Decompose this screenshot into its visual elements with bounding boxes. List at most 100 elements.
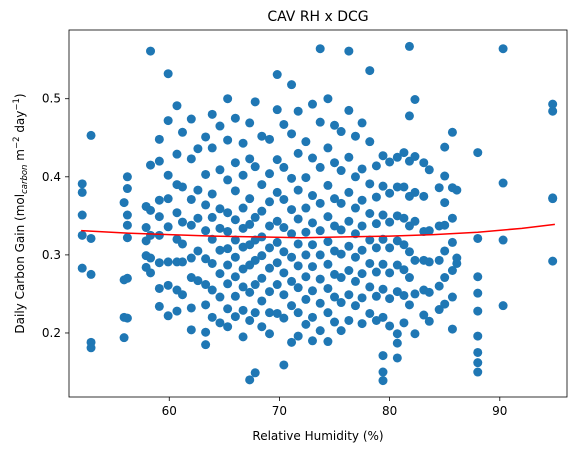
data-point	[177, 182, 187, 192]
data-point	[265, 221, 275, 231]
data-point	[385, 243, 395, 253]
data-point	[378, 181, 388, 191]
data-point	[357, 221, 367, 231]
data-point	[186, 325, 196, 335]
data-point	[344, 266, 354, 275]
x-tick-label: 90	[492, 404, 507, 418]
data-point	[207, 189, 217, 199]
data-point	[301, 173, 311, 183]
data-point	[77, 210, 87, 220]
data-point	[215, 223, 225, 233]
data-point	[215, 165, 225, 175]
data-point	[336, 225, 346, 235]
data-point	[215, 245, 225, 255]
data-point	[257, 273, 267, 283]
data-point	[365, 308, 375, 318]
data-point	[265, 134, 275, 144]
data-point	[163, 311, 173, 321]
y-tick-label: 0.2	[42, 326, 61, 340]
data-point	[215, 204, 225, 214]
data-point	[215, 121, 225, 131]
data-point	[357, 245, 367, 255]
data-point	[201, 254, 211, 264]
data-point	[447, 127, 457, 137]
data-point	[323, 259, 333, 269]
data-point	[122, 210, 132, 220]
data-point	[315, 162, 325, 172]
data-point	[230, 235, 240, 245]
data-point	[245, 375, 255, 385]
data-point	[378, 284, 388, 294]
data-point	[272, 105, 282, 115]
data-point	[201, 226, 211, 236]
data-point	[323, 180, 333, 190]
data-point	[307, 262, 317, 272]
plot-frame	[68, 29, 568, 398]
data-point	[440, 142, 450, 152]
data-point	[201, 169, 211, 179]
data-point	[287, 205, 297, 215]
data-point	[548, 106, 558, 116]
data-point	[301, 203, 311, 213]
data-point	[250, 280, 260, 290]
data-point	[250, 368, 260, 378]
data-point	[293, 331, 303, 341]
data-point	[279, 313, 289, 323]
data-point	[440, 299, 450, 309]
data-point	[287, 229, 297, 239]
data-point	[154, 212, 164, 222]
y-axis-label-sup2: −1	[12, 98, 22, 111]
data-point	[452, 258, 462, 268]
data-point	[307, 153, 317, 163]
data-point	[399, 148, 409, 158]
data-point	[307, 191, 317, 201]
data-point	[186, 220, 196, 230]
data-point	[498, 301, 508, 311]
data-point	[201, 280, 211, 290]
data-point	[215, 269, 225, 279]
data-point	[245, 194, 255, 204]
data-point	[293, 283, 303, 293]
data-point	[447, 237, 457, 247]
data-point	[344, 241, 354, 251]
data-point	[77, 230, 87, 240]
data-point	[177, 290, 187, 300]
data-point	[473, 347, 483, 357]
data-point	[357, 195, 367, 205]
data-point	[257, 322, 267, 332]
data-point	[193, 185, 203, 195]
data-point	[223, 244, 233, 254]
x-tick-label: 70	[272, 404, 287, 418]
data-point	[287, 276, 297, 286]
data-point	[307, 312, 317, 322]
data-point	[207, 312, 217, 322]
data-point	[365, 66, 375, 76]
data-point	[272, 258, 282, 268]
data-point	[344, 152, 354, 162]
data-point	[424, 165, 434, 175]
data-point	[434, 305, 444, 315]
data-point	[86, 269, 96, 279]
data-point	[154, 134, 164, 144]
data-point	[392, 236, 402, 246]
data-point	[301, 319, 311, 329]
data-point	[279, 194, 289, 204]
data-point	[365, 235, 375, 245]
data-point	[392, 287, 402, 297]
data-point	[146, 230, 156, 240]
data-point	[447, 266, 457, 275]
data-point	[344, 187, 354, 197]
data-point	[385, 217, 395, 227]
data-point	[307, 336, 317, 346]
data-point	[473, 367, 483, 377]
data-point	[250, 255, 260, 265]
data-point	[385, 321, 395, 331]
data-point	[307, 218, 317, 228]
data-point	[410, 329, 420, 339]
data-point	[230, 272, 240, 282]
data-point	[154, 195, 164, 205]
data-point	[265, 243, 275, 253]
x-axis-ticks: 60 70 80 90	[162, 397, 507, 418]
data-point	[163, 257, 173, 267]
data-point	[344, 315, 354, 325]
